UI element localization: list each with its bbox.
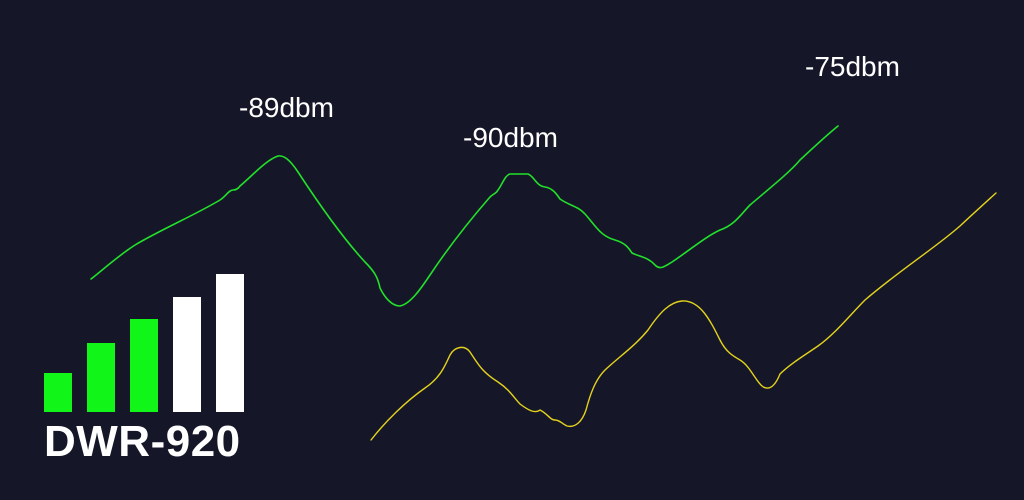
signal-label-1: -89dbm bbox=[239, 92, 334, 123]
signal-strength-icon bbox=[44, 274, 244, 412]
green-signal-wave bbox=[90, 125, 839, 307]
signal-label-2: -90dbm bbox=[463, 122, 558, 153]
yellow-signal-wave bbox=[370, 192, 997, 441]
signal-bar-2 bbox=[87, 343, 115, 412]
signal-bar-5 bbox=[216, 274, 244, 412]
signal-bar-1 bbox=[44, 373, 72, 412]
signal-bar-3 bbox=[130, 319, 158, 412]
signal-bar-4 bbox=[173, 297, 201, 412]
signal-label-3: -75dbm bbox=[805, 51, 900, 82]
device-model-name: DWR-920 bbox=[44, 417, 241, 466]
